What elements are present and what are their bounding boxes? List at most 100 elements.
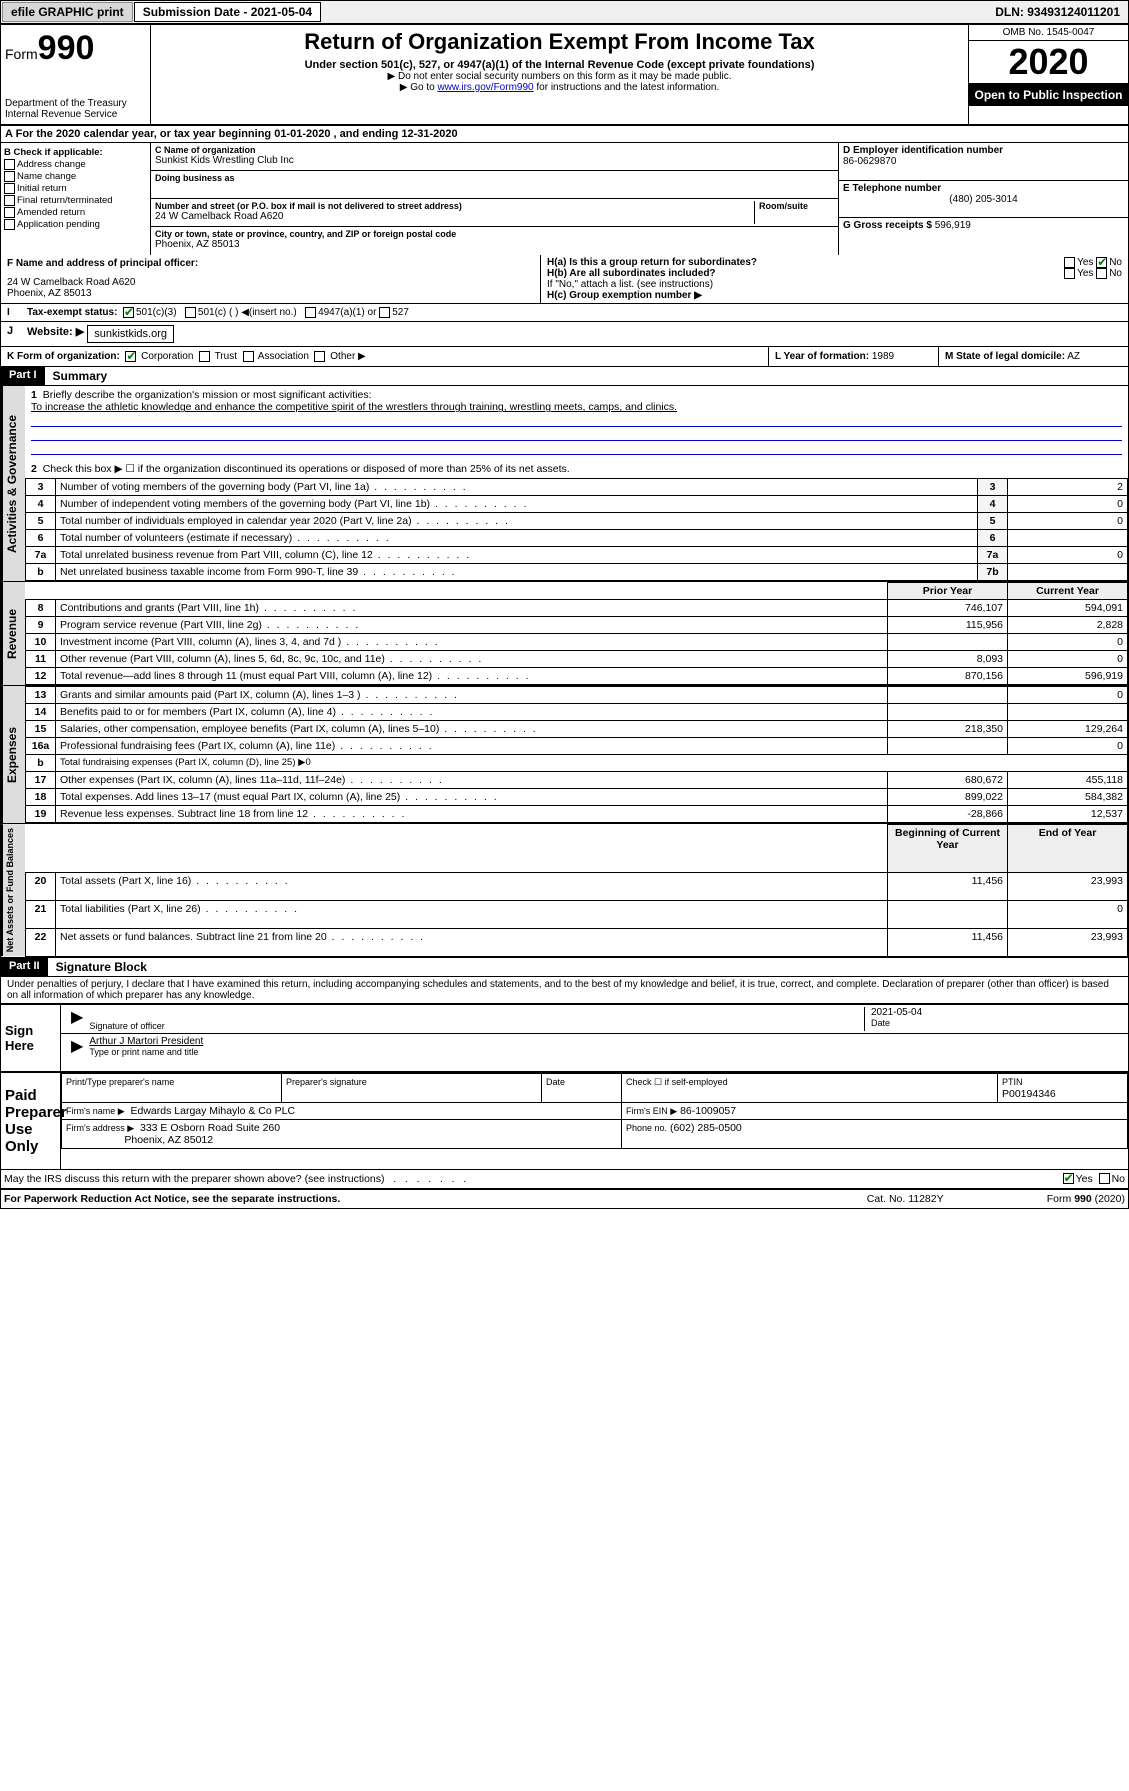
discuss-yes-cb[interactable] — [1063, 1173, 1074, 1184]
cb-4947[interactable] — [305, 307, 316, 318]
cb-other[interactable] — [314, 351, 325, 362]
ha-no: No — [1109, 257, 1122, 268]
header-left: Form990 Department of the Treasury Inter… — [1, 25, 151, 124]
sign-here-label: Sign Here — [1, 1005, 61, 1071]
dln-label: DLN: 93493124011201 — [987, 3, 1128, 21]
cb-association[interactable] — [243, 351, 254, 362]
omb-number: OMB No. 1545-0047 — [969, 25, 1128, 41]
pp-sig-cell: Preparer's signature — [282, 1073, 542, 1102]
officer-name-value: Arthur J Martori President — [89, 1036, 1124, 1047]
cb-501c3[interactable] — [123, 307, 134, 318]
opt-trust: Trust — [215, 351, 237, 362]
hb-no: No — [1109, 268, 1122, 279]
cb-final-return[interactable]: Final return/terminated — [4, 195, 147, 206]
cb-initial-return[interactable]: Initial return — [4, 183, 147, 194]
sign-here-block: Sign Here ▶ Signature of officer 2021-05… — [1, 1003, 1128, 1071]
line1: 1 Briefly describe the organization's mi… — [25, 386, 1128, 460]
ha-no-cb[interactable] — [1096, 257, 1107, 268]
table-row: 10Investment income (Part VIII, column (… — [26, 634, 1128, 651]
form-label: Form — [5, 46, 38, 62]
table-row: 21Total liabilities (Part X, line 26)0 — [26, 900, 1128, 928]
discuss-row: May the IRS discuss this return with the… — [1, 1169, 1128, 1188]
section-a-text: For the 2020 calendar year, or tax year … — [16, 128, 458, 140]
phone-row: E Telephone number (480) 205-3014 — [839, 181, 1128, 219]
opt-corp: Corporation — [141, 351, 193, 362]
line2: 2 Check this box ▶ ☐ if the organization… — [25, 460, 1128, 478]
table-revenue: Prior YearCurrent Year8Contributions and… — [25, 582, 1128, 685]
form-header: Form990 Department of the Treasury Inter… — [1, 25, 1128, 126]
opt-501c3: 501(c)(3) — [136, 307, 177, 318]
cb-application-pending[interactable]: Application pending — [4, 219, 147, 230]
part2-header-row: Part II Signature Block — [1, 958, 1128, 977]
ha-yes-cb[interactable] — [1064, 257, 1075, 268]
addr-label: Number and street (or P.O. box if mail i… — [155, 201, 754, 211]
discuss-no: No — [1112, 1173, 1125, 1185]
sig-arrow-icon: ▶ — [65, 1007, 89, 1031]
hc-label: H(c) Group exemption number ▶ — [547, 290, 1122, 301]
form-subtitle: Under section 501(c), 527, or 4947(a)(1)… — [155, 59, 964, 71]
table-row: 19Revenue less expenses. Subtract line 1… — [26, 806, 1128, 823]
ha-yes: Yes — [1077, 257, 1093, 268]
room-label: Room/suite — [759, 201, 834, 211]
goto-post: for instructions and the latest informat… — [534, 82, 720, 93]
tab-revenue: Revenue — [1, 582, 25, 685]
cb-amended-return[interactable]: Amended return — [4, 207, 147, 218]
firm-name-cell: Firm's name ▶ Edwards Largay Mihaylo & C… — [62, 1102, 622, 1119]
top-bar: efile GRAPHIC print Submission Date - 20… — [0, 0, 1129, 24]
hb-yes: Yes — [1077, 268, 1093, 279]
open-to-public: Open to Public Inspection — [969, 84, 1128, 106]
cb-501c[interactable] — [185, 307, 196, 318]
note-goto: ▶ Go to www.irs.gov/Form990 for instruct… — [155, 82, 964, 93]
cb-527[interactable] — [379, 307, 390, 318]
officer-addr1: 24 W Camelback Road A620 — [7, 277, 534, 288]
cat-no: Cat. No. 11282Y — [867, 1193, 1047, 1205]
section-a-tax-year: A For the 2020 calendar year, or tax yea… — [1, 126, 1128, 143]
block-de: D Employer identification number 86-0629… — [838, 143, 1128, 255]
ein-row: D Employer identification number 86-0629… — [839, 143, 1128, 181]
form-title: Return of Organization Exempt From Incom… — [155, 29, 964, 55]
org-name-value: Sunkist Kids Wrestling Club Inc — [155, 155, 834, 166]
sig-date-value: 2021-05-04 — [871, 1007, 1124, 1018]
part1-badge: Part I — [1, 367, 45, 385]
cb-trust[interactable] — [199, 351, 210, 362]
footer-row: For Paperwork Reduction Act Notice, see … — [1, 1188, 1128, 1208]
cb-address-change[interactable]: Address change — [4, 159, 147, 170]
pp-name-cell: Print/Type preparer's name — [62, 1073, 282, 1102]
city-label: City or town, state or province, country… — [155, 229, 834, 239]
table-row: 14Benefits paid to or for members (Part … — [26, 704, 1128, 721]
irs-form990-link[interactable]: www.irs.gov/Form990 — [437, 82, 533, 93]
table-row: 7aTotal unrelated business revenue from … — [26, 547, 1128, 564]
table-row: 5Total number of individuals employed in… — [26, 513, 1128, 530]
city-value: Phoenix, AZ 85013 — [155, 239, 834, 250]
ptin-cell: PTIN P00194346 — [998, 1073, 1128, 1102]
hb-no-cb[interactable] — [1096, 268, 1107, 279]
tab-net-assets: Net Assets or Fund Balances — [1, 824, 25, 956]
block-b-checkboxes: B Check if applicable: Address change Na… — [1, 143, 151, 255]
year-formation-value: 1989 — [872, 351, 894, 362]
block-f: F Name and address of principal officer:… — [1, 255, 541, 303]
part1-title: Summary — [45, 367, 116, 385]
paid-preparer-label: Paid Preparer Use Only — [1, 1073, 61, 1169]
line1-label: Briefly describe the organization's miss… — [43, 389, 372, 401]
hb-yes-cb[interactable] — [1064, 268, 1075, 279]
table-row: 20Total assets (Part X, line 16)11,45623… — [26, 872, 1128, 900]
perjury-statement: Under penalties of perjury, I declare th… — [1, 977, 1128, 1003]
line1-mission: To increase the athletic knowledge and e… — [31, 401, 677, 413]
note-ssn: ▶ Do not enter social security numbers o… — [155, 71, 964, 82]
opt-4947: 4947(a)(1) or — [318, 307, 376, 318]
block-c: C Name of organization Sunkist Kids Wres… — [151, 143, 838, 255]
discuss-no-cb[interactable] — [1099, 1173, 1110, 1184]
cb-name-change[interactable]: Name change — [4, 171, 147, 182]
form-container: Form990 Department of the Treasury Inter… — [0, 24, 1129, 1209]
dba-label: Doing business as — [155, 173, 834, 183]
sig-date-label: Date — [871, 1018, 1124, 1028]
phone-label: E Telephone number — [843, 183, 1124, 194]
gross-label: G Gross receipts $ — [843, 220, 932, 231]
form-990-number: 990 — [38, 29, 95, 67]
officer-sig-line: ▶ Signature of officer 2021-05-04 Date — [61, 1005, 1128, 1034]
table-row: bNet unrelated business taxable income f… — [26, 564, 1128, 581]
website-value[interactable]: sunkistkids.org — [87, 325, 174, 343]
form-org-label: K Form of organization: — [7, 351, 120, 362]
cb-corporation[interactable] — [125, 351, 136, 362]
efile-print-button[interactable]: efile GRAPHIC print — [2, 2, 133, 22]
